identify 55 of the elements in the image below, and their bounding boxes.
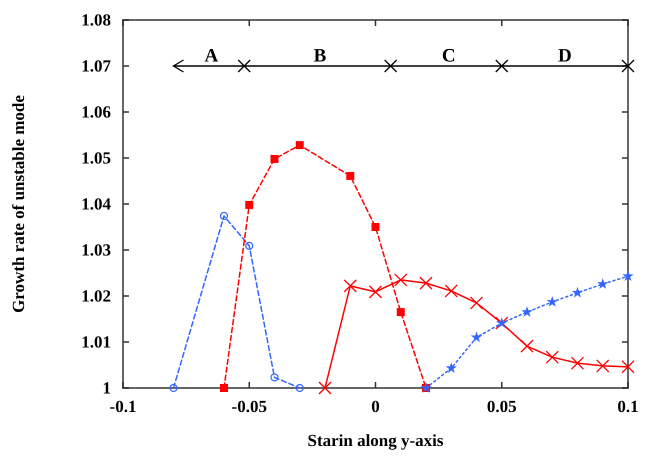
y-tick-label: 1.01 [81,332,111,352]
x-axis-title: Starin along y-axis [307,431,444,450]
point [621,360,635,374]
point [245,242,254,250]
point [270,154,278,163]
point [169,384,178,392]
y-tick-label: 1.07 [81,56,112,76]
point [520,339,534,353]
point [394,273,408,287]
point [245,200,254,209]
x-tick-label: -0.1 [110,397,136,416]
y-tick-label: 1.03 [81,240,111,260]
point [384,59,398,73]
x-tick-label: -0.05 [232,397,267,416]
y-tick-label: 1.08 [81,10,111,30]
point [372,223,380,231]
point [368,285,382,299]
x-tick-label: 0 [371,397,380,416]
point [296,384,304,392]
y-tick-label: 1.06 [81,102,111,122]
point [238,59,251,73]
point [419,276,433,290]
point [597,278,608,289]
y-tick-label: 1 [102,378,111,398]
point [346,172,354,180]
point [521,306,533,317]
y-axis-title: Growth rate of unstable mode [9,94,28,313]
annotation: B [314,46,327,67]
point [270,373,279,382]
point [470,331,482,342]
point [396,308,405,316]
point [546,350,559,364]
annotation: A [204,46,219,67]
annotation: C [442,46,456,67]
point [296,141,304,150]
point [318,381,332,395]
y-tick-label: 1.02 [81,286,111,306]
point [220,384,228,392]
y-tick-label: 1.04 [81,194,112,214]
point [621,59,635,73]
point [446,362,457,374]
point [470,296,484,310]
annotation: D [558,46,572,67]
x-tick-label: 0.1 [617,397,639,416]
x-tick-label: 0.05 [486,397,517,416]
point [344,279,357,293]
point [546,296,558,307]
point [570,356,584,370]
y-tick-label: 1.05 [81,148,111,168]
point [220,212,228,220]
point [444,284,458,298]
point [572,286,584,298]
point [622,270,634,282]
point [596,359,610,373]
point [495,59,508,73]
